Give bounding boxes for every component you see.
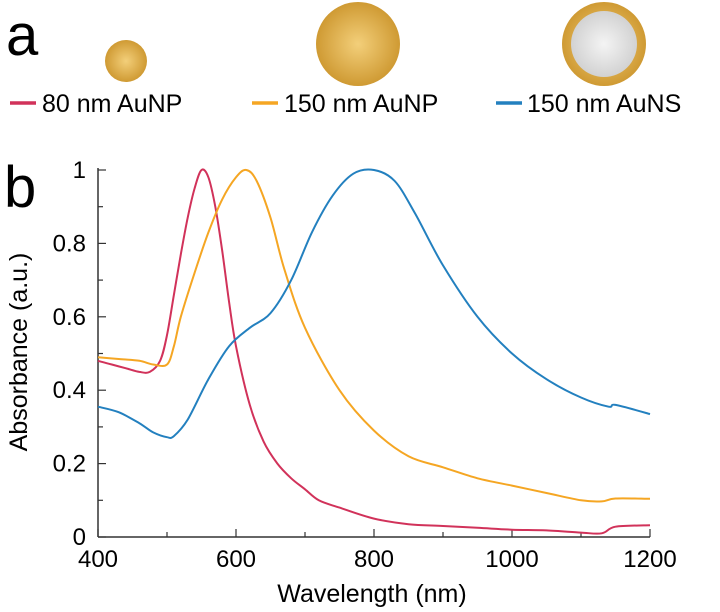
legend-label-150nm-auns: 150 nm AuNS (527, 90, 681, 118)
x-tick-label: 400 (78, 546, 118, 573)
y-axis-title: Absorbance (a.u.) (5, 253, 33, 452)
x-axis-title: Wavelength (nm) (277, 580, 466, 608)
panel-label-b: b (4, 155, 36, 220)
axes: 0 0.2 0.4 0.6 0.8 1 400 600 800 1000 1200 (53, 157, 677, 573)
legend: 80 nm AuNP 150 nm AuNP 150 nm AuNS (10, 90, 681, 118)
x-tick-label: 1000 (485, 546, 538, 573)
y-tick-label: 0 (73, 524, 86, 551)
series-line-150nm-auns (97, 168, 651, 439)
x-tick-label: 800 (354, 546, 394, 573)
series-line-80nm-aunp (97, 168, 651, 535)
particle-150nm-aunp-icon (316, 2, 400, 86)
y-tick-label: 0.6 (53, 304, 86, 331)
y-tick-label: 0.8 (53, 230, 86, 257)
particle-80nm-aunp-icon (105, 40, 147, 82)
legend-label-80nm-aunp: 80 nm AuNP (42, 90, 182, 118)
x-tick-label: 1200 (623, 546, 676, 573)
x-tick-label: 600 (216, 546, 256, 573)
series-lines (97, 168, 651, 535)
absorbance-plot: 0 0.2 0.4 0.6 0.8 1 400 600 800 1000 1200 Absorban… (5, 157, 677, 608)
y-tick-label: 0.4 (53, 377, 86, 404)
y-tick-label: 1 (73, 157, 86, 184)
y-tick-label: 0.2 (53, 451, 86, 478)
legend-label-150nm-aunp: 150 nm AuNP (284, 90, 438, 118)
panel-label-a: a (6, 3, 39, 68)
series-line-150nm-aunp (97, 168, 651, 503)
particle-150nm-auns-icon (562, 2, 646, 86)
